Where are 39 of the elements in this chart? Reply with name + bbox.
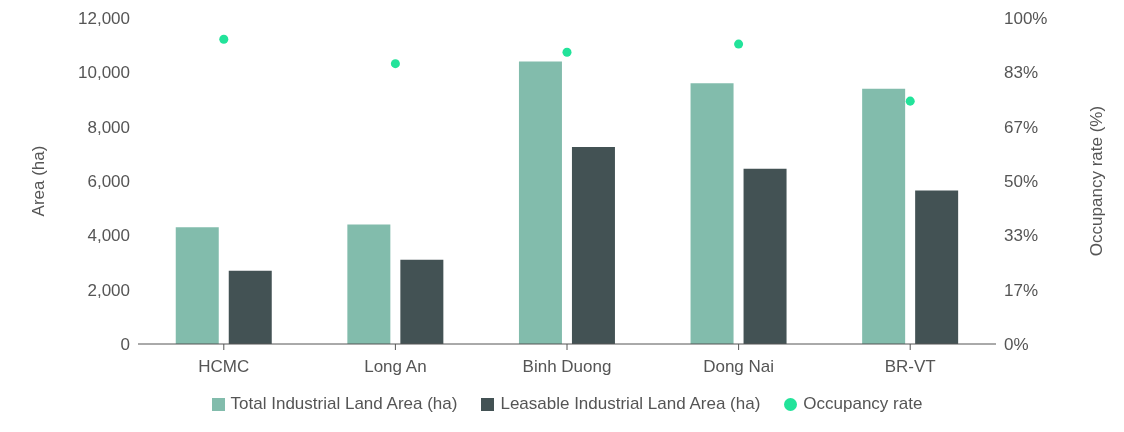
y2-tick-label: 100% bbox=[1004, 9, 1048, 29]
x-tick-label: Binh Duong bbox=[522, 357, 612, 377]
y-tick-label: 12,000 bbox=[78, 9, 130, 29]
y-tick-label: 2,000 bbox=[87, 280, 130, 300]
legend-label: Occupancy rate bbox=[803, 394, 923, 414]
point bbox=[562, 47, 572, 57]
y-tick-label: 6,000 bbox=[87, 172, 130, 192]
bar bbox=[228, 270, 272, 344]
y2-tick-label: 17% bbox=[1004, 280, 1039, 300]
bar bbox=[743, 168, 787, 344]
legend-label: Total Industrial Land Area (ha) bbox=[230, 394, 458, 414]
x-tick-label: Dong Nai bbox=[703, 357, 775, 377]
y-tick-label: 8,000 bbox=[87, 117, 130, 137]
point bbox=[390, 59, 400, 69]
y-tick-label: 4,000 bbox=[87, 226, 130, 246]
x-tick-label: Long An bbox=[364, 357, 427, 377]
point bbox=[734, 39, 744, 49]
bar bbox=[518, 61, 562, 344]
bar bbox=[571, 147, 615, 344]
y2-tick-label: 0% bbox=[1004, 335, 1029, 355]
point bbox=[905, 96, 915, 106]
bar bbox=[915, 190, 959, 344]
bar bbox=[400, 259, 444, 344]
bar bbox=[175, 227, 219, 344]
y2-tick-label: 83% bbox=[1004, 63, 1039, 83]
y-axis-title: Area (ha) bbox=[29, 145, 49, 217]
y2-tick-label: 33% bbox=[1004, 226, 1039, 246]
legend-label: Leasable Industrial Land Area (ha) bbox=[500, 394, 761, 414]
y-tick-label: 10,000 bbox=[78, 63, 130, 83]
x-tick-label: HCMC bbox=[198, 357, 250, 377]
point bbox=[219, 34, 229, 44]
y2-tick-label: 67% bbox=[1004, 117, 1039, 137]
y2-axis-title: Occupancy rate (%) bbox=[1087, 105, 1107, 257]
bar bbox=[862, 88, 906, 344]
x-tick-label: BR-VT bbox=[884, 357, 936, 377]
bar bbox=[347, 224, 391, 344]
bar bbox=[690, 83, 734, 344]
y2-tick-label: 50% bbox=[1004, 172, 1039, 192]
y-tick-label: 0 bbox=[120, 335, 130, 355]
